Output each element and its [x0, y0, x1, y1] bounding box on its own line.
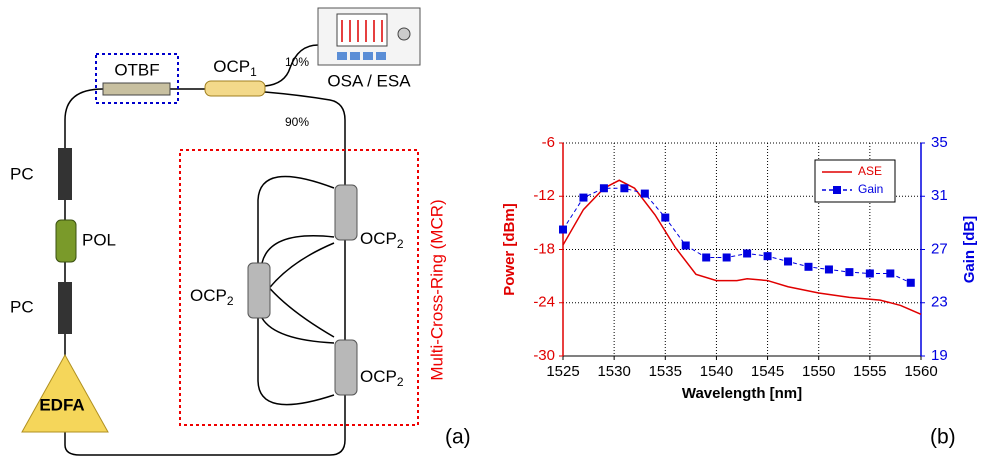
marker: [661, 213, 670, 222]
marker: [640, 189, 649, 198]
y-tick-label: -6: [542, 134, 555, 151]
ring-box: [179, 149, 419, 426]
knob: [397, 27, 411, 41]
x-tick-label: 1545: [751, 363, 784, 380]
marker: [824, 265, 833, 274]
marker: [845, 268, 854, 277]
label: EDFA: [39, 395, 84, 414]
marker: [763, 252, 772, 261]
label: OCP: [360, 229, 397, 248]
setup-diagram: OTBF OCP1 10% 90% OSA / ESA PC POL PC ED…: [10, 7, 471, 456]
x-tick-label: 1555: [853, 363, 886, 380]
y2-tick-label: 23: [931, 294, 948, 311]
screen: [336, 13, 388, 47]
legend-label: ASE: [858, 164, 882, 178]
label: OCP: [190, 286, 227, 305]
marker: [886, 269, 895, 278]
marker: [702, 253, 711, 262]
label: OCP2: [360, 229, 404, 251]
chart: 1525 1530 1535 1540 1545 1550 1555 1560 -30 -24 -1…: [501, 134, 978, 402]
legend: [814, 159, 896, 203]
label: OSA / ESA: [327, 71, 411, 90]
marker: [681, 241, 690, 250]
fiber: [261, 235, 335, 344]
label: PC: [10, 297, 34, 316]
x-axis-label: Wavelength [nm]: [682, 385, 802, 402]
label: Multi-Cross-Ring (MCR): [427, 199, 446, 380]
label: POL: [82, 230, 116, 249]
y2-tick-label: 27: [931, 240, 948, 257]
label: (b): [930, 426, 956, 449]
y2-tick-label: 35: [931, 134, 948, 151]
label: 2: [397, 237, 404, 251]
marker: [865, 269, 874, 278]
label: OCP1: [213, 57, 257, 79]
marker: [906, 278, 915, 287]
x-tick-label: 1530: [597, 363, 630, 380]
fiber: [264, 44, 319, 87]
legend-label: Gain: [858, 182, 883, 196]
marker: [559, 225, 567, 234]
button: [337, 52, 347, 60]
coupler: [204, 80, 266, 97]
x-tick-label: 1535: [649, 363, 682, 380]
label: 10%: [285, 55, 309, 69]
marker: [804, 262, 813, 271]
y2-tick-label: 31: [931, 187, 948, 204]
x-tick-label: 1550: [802, 363, 835, 380]
button: [363, 52, 373, 60]
label: 2: [397, 375, 404, 389]
label: PC: [10, 164, 34, 183]
y-tick-label: -12: [533, 187, 555, 204]
x-tick-label: 1525: [546, 363, 579, 380]
label: OCP: [360, 367, 397, 386]
pc: [58, 282, 72, 334]
coupler: [247, 262, 271, 319]
label: 1: [250, 65, 257, 79]
marker: [620, 184, 629, 193]
label: OCP2: [360, 367, 404, 389]
marker: [579, 193, 588, 202]
otbf-device: [102, 82, 171, 96]
fiber: [64, 395, 346, 456]
x-tick-label: 1540: [700, 363, 733, 380]
label: OCP: [213, 57, 250, 76]
screen-trace: [341, 20, 383, 42]
label: 2: [227, 294, 234, 308]
marker: [599, 184, 608, 193]
edfa: [21, 353, 109, 433]
fiber: [64, 88, 104, 150]
button: [376, 52, 386, 60]
button: [350, 52, 360, 60]
fiber: [257, 175, 335, 406]
y-tick-label: -24: [533, 294, 555, 311]
label: (a): [445, 426, 471, 449]
legend-swatch: [833, 186, 841, 194]
label: OTBF: [114, 60, 159, 79]
y2-axis-label: Gain [dB]: [961, 216, 978, 284]
polarizer: [55, 219, 77, 263]
series-line: [562, 179, 922, 315]
marker: [743, 249, 752, 258]
fiber: [264, 91, 346, 185]
y2-tick-label: 19: [931, 347, 948, 364]
coupler: [334, 184, 358, 241]
y-tick-label: -18: [533, 240, 555, 257]
label: OCP2: [190, 286, 234, 308]
label: 90%: [285, 115, 309, 129]
marker: [722, 253, 731, 262]
y-axis-label: Power [dBm]: [501, 203, 518, 296]
x-tick-label: 1560: [904, 363, 937, 380]
marker: [784, 257, 793, 266]
y-tick-label: -30: [533, 347, 555, 364]
coupler: [334, 339, 358, 396]
pc: [58, 148, 72, 200]
